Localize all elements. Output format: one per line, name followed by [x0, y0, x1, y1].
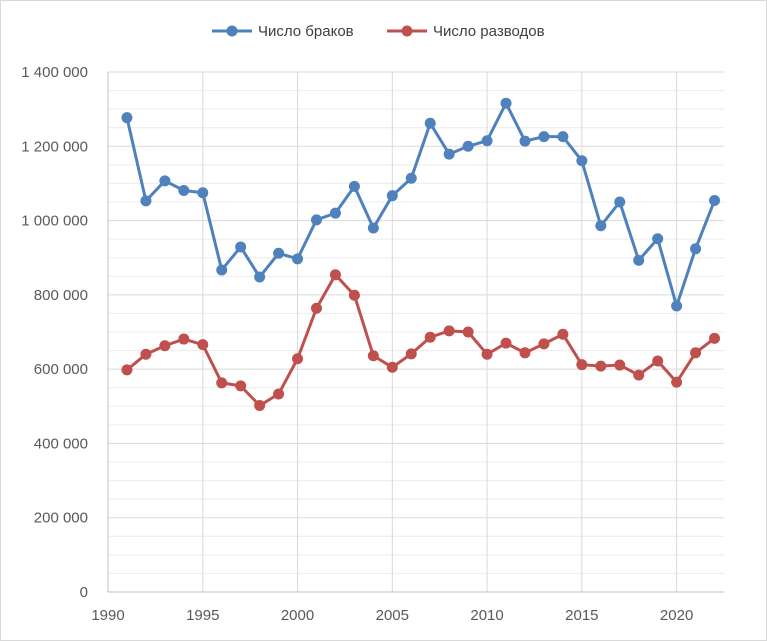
- series-group: [121, 97, 721, 412]
- data-point-series-1: [367, 222, 379, 234]
- x-tick-label: 2015: [565, 607, 598, 624]
- y-tick-label: 1 400 000: [21, 64, 88, 81]
- x-tick-label: 1995: [186, 607, 219, 624]
- data-point-series-2: [671, 376, 683, 388]
- y-tick-label: 800 000: [34, 287, 88, 304]
- y-tick-label: 600 000: [34, 361, 88, 378]
- data-point-series-2: [709, 332, 721, 344]
- data-point-series-2: [121, 364, 133, 376]
- data-point-series-1: [443, 148, 455, 160]
- data-point-series-1: [614, 196, 626, 208]
- data-point-series-2: [310, 302, 322, 314]
- data-point-series-1: [633, 254, 645, 266]
- data-point-series-2: [500, 337, 512, 349]
- data-point-series-2: [367, 350, 379, 362]
- data-point-series-1: [273, 247, 285, 259]
- data-point-series-1: [690, 243, 702, 255]
- legend-label-2: Число разводов: [433, 23, 545, 40]
- data-point-series-1: [178, 184, 190, 196]
- data-point-series-1: [159, 175, 171, 187]
- data-point-series-2: [254, 400, 266, 412]
- x-tick-label: 2020: [660, 607, 693, 624]
- y-tick-label: 0: [80, 584, 88, 601]
- data-point-series-2: [348, 289, 360, 301]
- axes: [107, 72, 724, 593]
- x-tick-label: 2010: [470, 607, 503, 624]
- data-point-series-1: [576, 155, 588, 167]
- data-point-series-2: [557, 328, 569, 340]
- data-point-series-1: [329, 207, 341, 219]
- data-point-series-2: [178, 333, 190, 345]
- data-point-series-1: [216, 264, 228, 276]
- data-point-series-2: [652, 355, 664, 367]
- data-point-series-1: [292, 253, 304, 265]
- data-point-series-2: [405, 348, 417, 360]
- data-point-series-1: [386, 190, 398, 202]
- data-point-series-1: [671, 300, 683, 312]
- data-point-series-1: [481, 135, 493, 147]
- data-point-series-1: [709, 195, 721, 207]
- data-point-series-2: [197, 339, 209, 351]
- y-axis-ticks: 0 200 000 400 000 600 000 800 000 1 000 000 1 …: [21, 64, 88, 601]
- data-point-series-2: [481, 348, 493, 360]
- data-point-series-1: [310, 214, 322, 226]
- series-line-1: [125, 101, 716, 308]
- data-point-series-2: [690, 347, 702, 359]
- x-tick-label: 2000: [281, 607, 314, 624]
- data-point-series-2: [633, 369, 645, 381]
- data-point-series-2: [443, 325, 455, 337]
- data-point-series-1: [595, 220, 607, 232]
- data-point-series-2: [424, 331, 436, 343]
- y-tick-label: 1 200 000: [21, 138, 88, 155]
- data-point-series-2: [159, 340, 171, 352]
- x-axis-ticks: 1990 1995 2000 2005 2010 2015 2020: [91, 607, 693, 624]
- data-point-series-2: [462, 326, 474, 338]
- data-point-series-1: [462, 140, 474, 152]
- legend-marker-2: [401, 25, 413, 37]
- data-point-series-2: [140, 348, 152, 360]
- data-point-series-1: [500, 97, 512, 109]
- data-point-series-1: [235, 241, 247, 253]
- legend-marker-1: [226, 25, 238, 37]
- y-tick-label: 1 000 000: [21, 213, 88, 230]
- data-point-series-2: [386, 361, 398, 373]
- data-point-series-2: [216, 377, 228, 389]
- y-tick-label: 200 000: [34, 510, 88, 527]
- data-point-series-1: [197, 187, 209, 199]
- data-point-series-2: [614, 359, 626, 371]
- data-point-series-1: [254, 271, 266, 283]
- data-point-series-2: [519, 347, 531, 359]
- data-point-series-1: [348, 180, 360, 192]
- data-point-series-1: [121, 112, 133, 124]
- data-point-series-1: [424, 117, 436, 129]
- data-point-series-2: [292, 353, 304, 365]
- data-point-series-2: [538, 338, 550, 350]
- data-point-series-2: [329, 269, 341, 281]
- data-point-series-2: [595, 360, 607, 372]
- data-point-series-2: [576, 359, 588, 371]
- legend-label-1: Число браков: [258, 23, 354, 40]
- y-tick-label: 400 000: [34, 435, 88, 452]
- x-tick-label: 1990: [91, 607, 124, 624]
- data-point-series-2: [273, 388, 285, 400]
- x-tick-label: 2005: [376, 607, 409, 624]
- data-point-series-1: [140, 195, 152, 207]
- legend: Число браков Число разводов: [212, 23, 545, 40]
- data-point-series-1: [652, 233, 664, 245]
- data-point-series-1: [405, 172, 417, 184]
- data-point-series-1: [519, 135, 531, 147]
- data-point-series-1: [538, 131, 550, 143]
- data-point-series-2: [235, 380, 247, 392]
- data-point-series-1: [557, 131, 569, 143]
